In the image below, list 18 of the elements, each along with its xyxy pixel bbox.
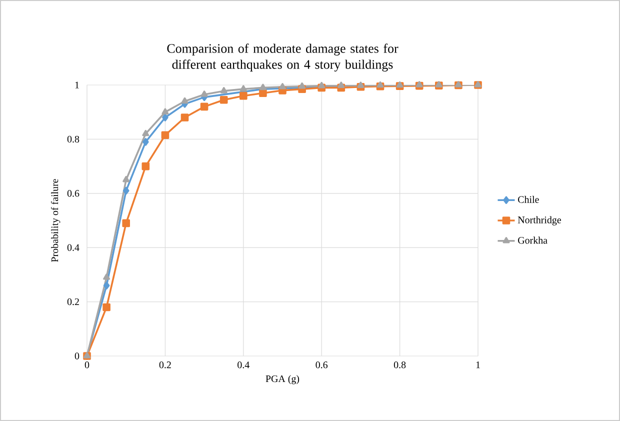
y-tick-label: 0.6: [67, 190, 80, 197]
y-tick-label: 0.2: [67, 298, 79, 306]
y-tick-label: 0.8: [67, 136, 80, 143]
x-axis-title: PGA (g): [266, 375, 300, 384]
x-tick-label: 1: [476, 362, 480, 368]
x-tick-label: 0.6: [316, 362, 328, 368]
y-tick-label: 0: [74, 352, 80, 360]
y-axis-title: Probability of failure: [51, 179, 60, 262]
chart-title: Comparision of moderate damage states for different earthquakes on 4 story buildings: [167, 44, 398, 72]
x-tick-label: 0: [84, 362, 90, 368]
x-tick-label: 0.4: [238, 362, 250, 368]
legend-label: Northridge: [518, 216, 561, 226]
x-tick-label: 0.8: [394, 362, 406, 368]
y-tick-label: 0.4: [67, 244, 80, 251]
legend-label: Chile: [518, 196, 539, 203]
x-tick-label: 0.2: [159, 362, 171, 368]
y-tick-label: 1: [75, 82, 79, 88]
legend-label: Gorkha: [518, 236, 548, 244]
